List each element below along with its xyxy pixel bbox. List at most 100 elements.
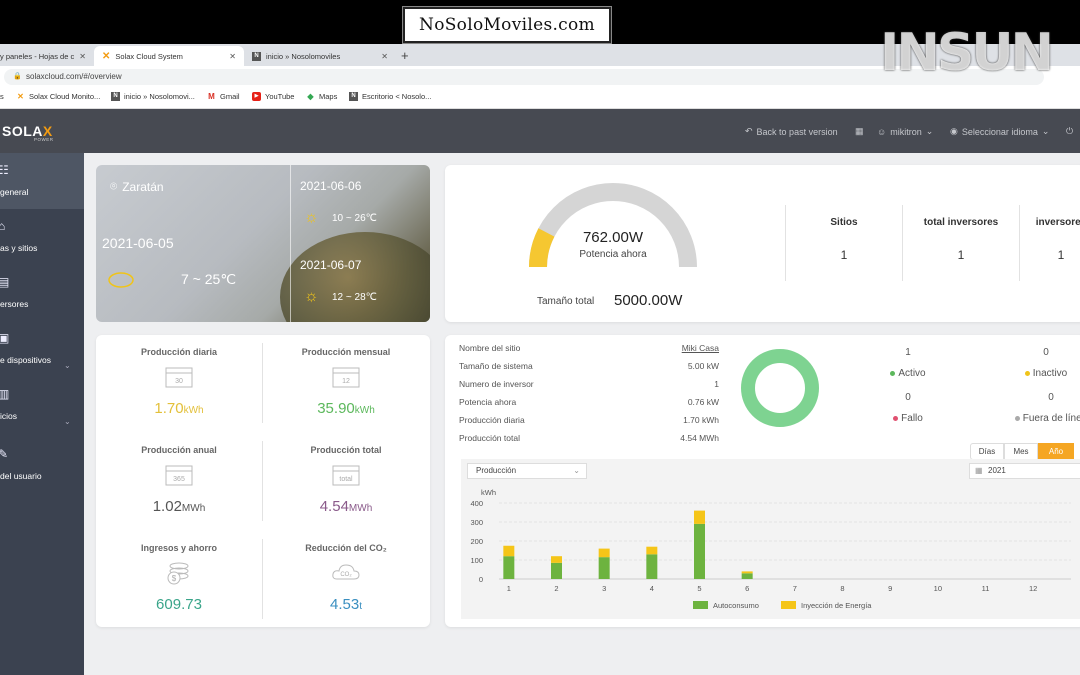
url-text: solaxcloud.com/#/overview [26, 72, 122, 81]
power-now-label: Potencia ahora [579, 249, 647, 260]
y-tick-label: 200 [470, 537, 483, 546]
back-arrow-icon: ↶ [745, 126, 753, 136]
chevron-down-icon: ⌄ [64, 361, 71, 370]
bookmark-youtube[interactable]: ▶ YouTube [252, 92, 294, 101]
weather-day3-date: 2021-06-07 [300, 258, 362, 272]
year-picker[interactable]: ▦ 2021 [969, 463, 1080, 479]
sun-icon: ☼ [304, 288, 319, 305]
y-axis-label: kWh [481, 488, 496, 497]
bookmark-solax[interactable]: ✕ Solax Cloud Monito... [17, 92, 101, 101]
corner-watermark: INSUN [880, 23, 1054, 83]
bar-autoconsumo [503, 556, 515, 579]
user-menu[interactable]: ☺ mikitron ⌄ [877, 126, 933, 137]
site-info-card: Nombre del sitio Miki Casa Tamaño de sist… [445, 335, 1080, 627]
weather-background [280, 232, 430, 322]
site-name-link[interactable]: Miki Casa [681, 343, 719, 353]
bookmark-escritorio[interactable]: N Escritorio < Nosolo... [349, 92, 431, 101]
sidebar-item-overview[interactable]: ☷ general [0, 153, 84, 209]
bar-inyección-de-energía [551, 556, 562, 563]
close-icon[interactable]: ✕ [229, 51, 236, 61]
period-days-button[interactable]: Días [970, 443, 1004, 460]
calendar-icon: 12 [332, 367, 360, 388]
sidebar-item-devices[interactable]: ▣ e dispositivos ⌄ [0, 331, 71, 370]
divider [785, 205, 786, 281]
cloud-icon [108, 272, 134, 288]
site-icon: N [252, 51, 261, 61]
back-to-past-version-link[interactable]: ↶ Back to past version [745, 126, 838, 137]
x-tick-label: 1 [507, 584, 511, 593]
divider [262, 343, 263, 423]
weather-day3-range: 12 ~ 28℃ [332, 292, 377, 303]
chevron-down-icon: ⌄ [1041, 126, 1050, 136]
status-offline: 0 Fuera de línea [1001, 392, 1080, 424]
building-icon[interactable]: ▦ [855, 126, 864, 136]
kpi-daily-production: Producción diaria 30 1.70kWh [99, 335, 259, 425]
divider [262, 441, 263, 521]
close-icon[interactable]: ✕ [381, 51, 388, 61]
sun-icon: ☼ [304, 209, 319, 226]
svg-text:CO₂: CO₂ [340, 572, 352, 578]
kpi-income-savings: Ingresos y ahorro $ 609.73 [99, 531, 259, 621]
tab-sheets[interactable]: y paneles - Hojas de c ✕ [0, 46, 94, 66]
bookmark-gmail[interactable]: M Gmail [208, 92, 240, 101]
new-tab-button[interactable]: + [401, 48, 409, 63]
logo-subtitle: POWER [34, 137, 54, 142]
url-field[interactable]: 🔒 solaxcloud.com/#/overview [4, 69, 1044, 85]
bar-autoconsumo [646, 554, 658, 579]
x-tick-label: 6 [745, 584, 749, 593]
site-icon: N [349, 92, 358, 101]
gauge-fill [529, 228, 555, 268]
weather-day2-date: 2021-06-06 [300, 179, 362, 193]
production-chart-panel: Producción ⌄ ▦ 2021 kWh 0 100 200 300 400 1 2 3 4 5 6… [461, 459, 1080, 619]
power-icon[interactable]: ⏻ [1066, 126, 1074, 136]
x-tick-label: 7 [793, 584, 797, 593]
site-row-power: Potencia ahora 0.76 kW [459, 397, 719, 407]
calendar-icon: 365 [165, 465, 193, 486]
tab-nosolomoviles[interactable]: N inicio » Nosolomoviles ✕ [244, 46, 396, 66]
solax-icon: ✕ [102, 50, 111, 62]
y-tick-label: 0 [479, 575, 483, 584]
x-tick-label: 2 [554, 584, 558, 593]
x-tick-label: 4 [650, 584, 654, 593]
main-content: ⌾ Zaratán 2021-06-05 7 ~ 25℃ 2021-06-06 ☼… [84, 153, 1080, 675]
power-gauge [529, 183, 697, 268]
tab-title: Solax Cloud System [115, 51, 183, 61]
solax-logo[interactable]: SOLAX [2, 123, 53, 139]
y-tick-label: 100 [470, 556, 483, 565]
sidebar-item-sites[interactable]: ⌂ as y sitios [0, 219, 38, 253]
tab-solax[interactable]: ✕ Solax Cloud System ✕ [94, 46, 244, 66]
power-now-value: 762.00W [582, 229, 644, 246]
browser-tab-bar: y paneles - Hojas de c ✕ ✕ Solax Cloud S… [0, 44, 1080, 66]
overview-icon: ☷ [0, 163, 9, 177]
sidebar-item-user[interactable]: ✎ del usuario [0, 447, 42, 481]
bar-inyección-de-energía [503, 545, 515, 557]
site-icon: N [111, 92, 120, 101]
sidebar-item-inverters[interactable]: ▤ ersores [0, 275, 29, 309]
close-icon[interactable]: ✕ [79, 51, 86, 61]
svg-text:12: 12 [342, 378, 350, 385]
x-tick-label: 11 [982, 584, 990, 593]
device-icon: ▣ [0, 331, 10, 345]
coins-icon: $ [167, 562, 189, 585]
x-tick-label: 9 [888, 584, 892, 593]
user-name: mikitron [890, 126, 922, 137]
site-row-name: Nombre del sitio Miki Casa [459, 343, 719, 353]
sidebar-item-services[interactable]: ▥ icios ⌄ [0, 387, 71, 426]
weather-divider [290, 165, 291, 322]
svg-text:$: $ [172, 574, 177, 583]
x-tick-label: 8 [840, 584, 844, 593]
globe-icon: ◉ [950, 126, 958, 136]
production-kpi-card: Producción diaria 30 1.70kWh Producción … [96, 335, 430, 627]
bookmark-maps[interactable]: ◆ Maps [307, 92, 338, 101]
period-month-button[interactable]: Mes [1004, 443, 1038, 460]
language-selector[interactable]: ◉ Seleccionar idioma ⌄ [950, 126, 1049, 137]
language-label: Seleccionar idioma [961, 126, 1038, 137]
status-inactive: 0 Inactivo [1001, 347, 1080, 379]
bookmark-item[interactable]: s [0, 92, 4, 101]
period-year-button[interactable]: Año [1038, 443, 1074, 460]
chart-type-select[interactable]: Producción ⌄ [467, 463, 587, 479]
bar-inyección-de-energía [694, 510, 705, 524]
gmail-icon: M [208, 92, 215, 101]
